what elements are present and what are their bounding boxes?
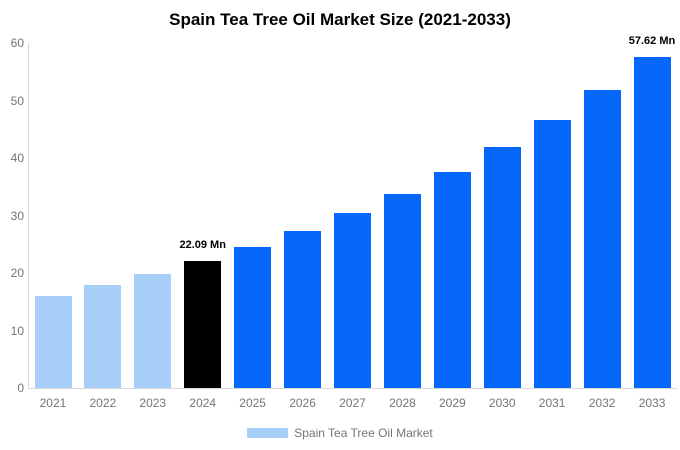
bar-2021: [34, 295, 72, 388]
bar-2033: [633, 56, 671, 388]
x-tick-label-2027: 2027: [339, 396, 366, 410]
x-tick-label-2033: 2033: [638, 396, 666, 410]
x-tick-label-2022: 2022: [89, 396, 117, 410]
bar-2032: [583, 90, 621, 388]
x-axis-line: [28, 388, 677, 389]
x-tick-label-2028: 2028: [389, 396, 416, 410]
bar-2022: [84, 285, 122, 388]
x-tick-label-2021: 2021: [39, 396, 67, 410]
legend: Spain Tea Tree Oil Market: [0, 426, 680, 440]
bar-2030: [483, 147, 521, 388]
bar-2025: [234, 246, 272, 388]
bar-2028: [383, 193, 421, 388]
bar-value-label-2033: 57.62 Mn: [628, 34, 676, 47]
x-tick-label-2031: 2031: [538, 396, 566, 410]
y-tick-label-10: 10: [10, 323, 24, 338]
x-tick-label-2025: 2025: [239, 396, 266, 410]
bar-2026: [284, 230, 322, 388]
x-tick-label-2026: 2026: [289, 396, 316, 410]
legend-swatch: [247, 428, 289, 438]
x-tick-label-2029: 2029: [438, 396, 466, 410]
bar-2029: [433, 171, 471, 388]
bar-value-label-2024: 22.09 Mn: [179, 239, 226, 251]
y-tick-label-0: 0: [17, 381, 24, 395]
chart-title: Spain Tea Tree Oil Market Size (2021-203…: [169, 10, 511, 29]
y-tick-label-60: 60: [10, 36, 24, 50]
y-axis-line: [28, 43, 29, 388]
bar-2024: [184, 261, 222, 388]
x-tick-label-2023: 2023: [139, 396, 167, 410]
bar-2031: [533, 120, 571, 388]
y-tick-label-50: 50: [10, 93, 24, 108]
bar-2027: [334, 213, 371, 388]
legend-label: Spain Tea Tree Oil Market: [294, 426, 433, 440]
bar-2023: [134, 273, 172, 388]
y-tick-label-40: 40: [10, 151, 24, 165]
x-tick-label-2030: 2030: [488, 396, 516, 410]
x-tick-label-2032: 2032: [588, 396, 616, 410]
x-tick-label-2024: 2024: [189, 396, 217, 410]
y-tick-label-30: 30: [10, 208, 24, 223]
y-tick-label-20: 20: [10, 266, 24, 280]
